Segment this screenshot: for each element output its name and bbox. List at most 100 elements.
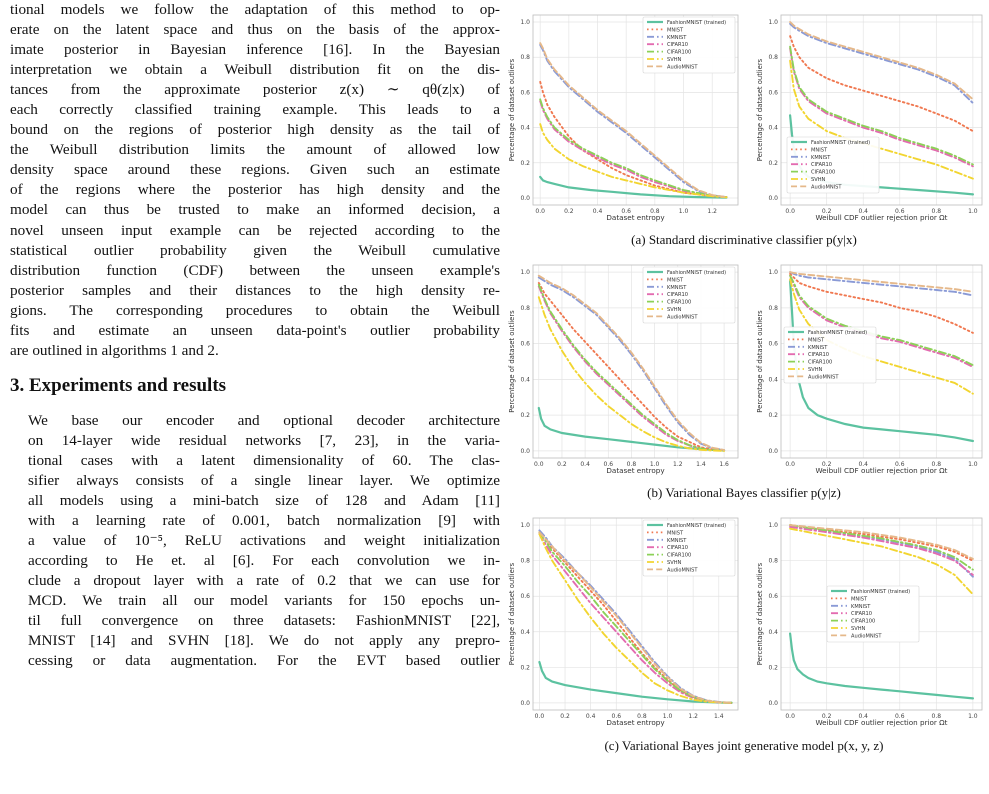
axes-frame [780, 517, 983, 711]
series-line [789, 272, 974, 334]
chart-c-entropy: 0.0 0.2 0.4 0.6 0.8 1.0 1.2 1.4 0.0 0.2 0.4 0.6 0.8 1… [508, 517, 739, 727]
legend-label: CIFAR10 [667, 545, 688, 551]
legend-label: CIFAR10 [667, 292, 688, 298]
y-tick-label: 0.4 [520, 629, 530, 636]
legend-label: FashionMNIST (trained) [667, 270, 726, 276]
text-column: tional models we follow the adaptation o… [10, 0, 500, 671]
x-tick-label: 0.4 [858, 461, 868, 468]
y-tick-label: 0.8 [768, 558, 778, 565]
legend-label: KMNIST [667, 35, 687, 41]
y-tick-label: 0.0 [520, 195, 530, 202]
x-axis-label: Dataset entropy [606, 213, 665, 222]
series-line [539, 43, 728, 199]
paragraph-weibull: tional models we follow the adaptation o… [10, 0, 500, 361]
x-tick-label: 0.4 [858, 208, 868, 215]
x-tick-label: 0.8 [932, 208, 942, 215]
x-tick-label: 0.8 [637, 713, 647, 720]
text-line: cessing or data augmentation. For the EV… [28, 652, 500, 670]
legend-label: AudioMNIST [811, 184, 842, 190]
series-line [537, 276, 726, 452]
chart-a-entropy: 0.0 0.2 0.4 0.6 0.8 1.0 1.2 0.0 0.2 0.4 0.6 0.8 1.0 D… [508, 14, 739, 222]
x-tick-label: 0.6 [895, 208, 905, 215]
text-line: are outlined in algorithms 1 and 2. [10, 341, 219, 359]
paragraph-experiments: We base our encoder and optional decoder… [10, 411, 500, 672]
text-line: sifier always consists of a single linea… [28, 471, 500, 489]
y-tick-label: 0.8 [768, 54, 778, 61]
text-line: all models using a mini-batch size of 12… [28, 492, 500, 510]
series-line [538, 660, 733, 705]
text-line: clude a dropout layer with a rate of 0.2… [28, 572, 500, 590]
x-tick-label: 1.2 [688, 713, 698, 720]
text-line: each correctly classified training examp… [10, 101, 500, 119]
text-line: bound on the regions of posterior high d… [10, 121, 500, 139]
legend-label: CIFAR100 [667, 50, 691, 56]
figure-svg: 0.0 0.2 0.4 0.6 0.8 1.0 1.2 0.0 0.2 0.4 0.6 0.8 1.0 D… [508, 14, 983, 753]
legend-label: SVHN [667, 57, 682, 63]
x-axis-label: Weibull CDF outlier rejection prior Ωt [815, 213, 947, 222]
y-axis-label: Percentage of dataset outliers [508, 562, 516, 665]
section-heading: 3. Experiments and results [10, 374, 227, 396]
series-line [789, 35, 974, 133]
subfigure-caption: (a) Standard discriminative classifier p… [631, 232, 857, 247]
legend: FashionMNIST (trained)MNISTKMNISTCIFAR10… [642, 266, 736, 324]
legend-label: KMNIST [808, 345, 828, 351]
series-line [537, 274, 726, 451]
x-tick-label: 0.2 [822, 713, 832, 720]
legend-label: FashionMNIST (trained) [667, 20, 726, 26]
y-tick-label: 1.0 [520, 522, 530, 529]
legend-label: SVHN [851, 626, 866, 632]
x-tick-label: 1.0 [663, 713, 673, 720]
legend-box [642, 266, 736, 324]
x-tick-label: 1.0 [968, 208, 978, 215]
y-tick-label: 0.6 [768, 89, 778, 96]
legend-label: FashionMNIST (trained) [667, 523, 726, 529]
legend-label: CIFAR10 [667, 42, 688, 48]
series-line [538, 533, 733, 704]
legend-label: MNIST [667, 27, 684, 33]
x-tick-label: 0.8 [650, 208, 660, 215]
legend-label: KMNIST [811, 155, 831, 161]
y-tick-label: 0.8 [768, 305, 778, 312]
chart-c-weibull: 0.0 0.2 0.4 0.6 0.8 1.0 0.0 0.2 0.4 0.6 0.8 1.0 Weib… [756, 517, 983, 727]
x-tick-label: 1.2 [707, 208, 717, 215]
x-axis-label: Weibull CDF outlier rejection prior Ωt [815, 466, 947, 475]
x-tick-label: 0.6 [621, 208, 631, 215]
x-tick-label: 0.6 [895, 461, 905, 468]
legend-label: FashionMNIST (trained) [808, 330, 867, 336]
y-tick-label: 0.6 [520, 593, 530, 600]
y-tick-label: 0.4 [768, 376, 778, 383]
x-tick-label: 0.4 [580, 461, 590, 468]
y-tick-label: 1.0 [768, 19, 778, 26]
legend-label: AudioMNIST [667, 567, 698, 573]
legend-label: KMNIST [851, 604, 871, 610]
legend-label: CIFAR100 [667, 553, 691, 559]
x-axis-label: Weibull CDF outlier rejection prior Ωt [815, 718, 947, 727]
legend-label: KMNIST [667, 538, 687, 544]
y-tick-label: 0.0 [768, 195, 778, 202]
y-tick-label: 1.0 [520, 269, 530, 276]
text-line: imate posterior in Bayesian inference [1… [10, 41, 500, 59]
y-tick-label: 0.2 [768, 160, 778, 167]
x-tick-label: 0.4 [858, 713, 868, 720]
chart-b-weibull: 0.0 0.2 0.4 0.6 0.8 1.0 0.0 0.2 0.4 0.6 0.8 1.0 Weib… [756, 264, 983, 475]
legend-box [642, 16, 736, 74]
axes-frame [780, 14, 983, 206]
x-tick-label: 1.0 [968, 461, 978, 468]
series-line [789, 524, 974, 562]
series-line [539, 42, 728, 199]
text-line: til full convergence on three datasets: … [28, 612, 500, 630]
legend-label: CIFAR100 [851, 619, 875, 625]
y-axis-label: Percentage of dataset outliers [508, 310, 516, 413]
text-line: model can thus be trusted to make an inf… [10, 201, 500, 219]
legend-label: AudioMNIST [667, 64, 698, 70]
series-line [789, 274, 974, 367]
series-line [537, 283, 726, 452]
y-tick-label: 0.6 [768, 341, 778, 348]
x-tick-label: 0.4 [586, 713, 596, 720]
legend-box [826, 585, 920, 643]
text-line: tional cases with a latent dimensionalit… [28, 451, 500, 469]
y-tick-label: 0.2 [520, 664, 530, 671]
legend-label: CIFAR100 [667, 300, 691, 306]
legend-label: SVHN [667, 307, 682, 313]
x-tick-label: 1.0 [650, 461, 660, 468]
